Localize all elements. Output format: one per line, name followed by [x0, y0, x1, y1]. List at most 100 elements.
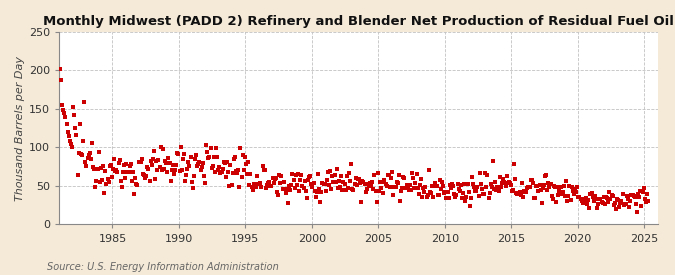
- Point: [573, 195, 584, 199]
- Point: [463, 190, 474, 194]
- Point: [255, 181, 266, 185]
- Point: [140, 176, 151, 180]
- Point: [242, 172, 252, 176]
- Point: [327, 174, 338, 178]
- Point: [150, 177, 161, 181]
- Point: [273, 192, 284, 197]
- Point: [431, 183, 442, 188]
- Point: [506, 188, 517, 193]
- Point: [226, 182, 237, 187]
- Point: [558, 190, 568, 194]
- Point: [164, 161, 175, 165]
- Point: [404, 183, 415, 187]
- Point: [392, 181, 403, 185]
- Text: Source: U.S. Energy Information Administration: Source: U.S. Energy Information Administ…: [47, 262, 279, 272]
- Point: [477, 186, 487, 191]
- Point: [82, 155, 93, 160]
- Point: [235, 146, 246, 151]
- Point: [188, 186, 198, 190]
- Point: [368, 187, 379, 191]
- Point: [376, 185, 387, 190]
- Point: [639, 197, 650, 201]
- Point: [531, 184, 541, 189]
- Point: [157, 168, 167, 172]
- Point: [294, 188, 304, 193]
- Point: [503, 180, 514, 184]
- Point: [611, 207, 622, 211]
- Point: [595, 197, 606, 202]
- Point: [286, 183, 297, 188]
- Point: [576, 199, 587, 204]
- Point: [534, 183, 545, 188]
- Point: [438, 184, 449, 188]
- Point: [95, 166, 106, 170]
- Point: [157, 147, 168, 151]
- Point: [321, 189, 331, 193]
- Point: [131, 182, 142, 186]
- Point: [97, 177, 107, 182]
- Point: [190, 157, 200, 161]
- Point: [126, 162, 136, 166]
- Point: [387, 170, 398, 174]
- Point: [383, 172, 394, 177]
- Point: [337, 187, 348, 192]
- Point: [283, 201, 294, 206]
- Point: [209, 170, 220, 174]
- Point: [539, 183, 549, 187]
- Point: [296, 173, 306, 178]
- Point: [406, 188, 416, 192]
- Point: [342, 174, 352, 178]
- Point: [601, 195, 612, 200]
- Point: [217, 167, 228, 171]
- Point: [540, 174, 551, 178]
- Point: [172, 150, 183, 155]
- Point: [496, 181, 507, 185]
- Point: [420, 185, 431, 189]
- Point: [183, 160, 194, 164]
- Point: [481, 185, 492, 189]
- Point: [203, 156, 214, 160]
- Point: [493, 189, 504, 193]
- Point: [398, 175, 408, 179]
- Point: [544, 185, 555, 190]
- Point: [475, 182, 486, 186]
- Point: [396, 189, 406, 193]
- Point: [504, 181, 515, 185]
- Point: [83, 153, 94, 158]
- Point: [71, 133, 82, 138]
- Point: [84, 151, 95, 155]
- Point: [261, 185, 271, 190]
- Point: [293, 172, 304, 176]
- Point: [169, 167, 180, 172]
- Point: [475, 171, 485, 175]
- Point: [171, 163, 182, 167]
- Point: [598, 194, 609, 199]
- Point: [80, 160, 90, 164]
- Point: [561, 179, 572, 183]
- Point: [535, 188, 546, 192]
- Point: [497, 177, 508, 182]
- Point: [382, 172, 393, 177]
- Point: [626, 192, 637, 197]
- Point: [418, 186, 429, 191]
- Point: [437, 180, 448, 185]
- Point: [236, 175, 247, 179]
- Point: [570, 189, 581, 194]
- Point: [252, 174, 263, 178]
- Point: [627, 193, 638, 197]
- Point: [284, 183, 294, 188]
- Point: [637, 190, 648, 194]
- Point: [584, 206, 595, 211]
- Point: [570, 187, 580, 191]
- Point: [105, 163, 116, 167]
- Point: [413, 191, 424, 196]
- Point: [280, 191, 291, 195]
- Point: [478, 191, 489, 196]
- Point: [608, 202, 619, 207]
- Point: [542, 188, 553, 192]
- Point: [490, 180, 501, 184]
- Point: [532, 184, 543, 188]
- Point: [524, 184, 535, 189]
- Point: [237, 152, 248, 157]
- Point: [142, 165, 153, 169]
